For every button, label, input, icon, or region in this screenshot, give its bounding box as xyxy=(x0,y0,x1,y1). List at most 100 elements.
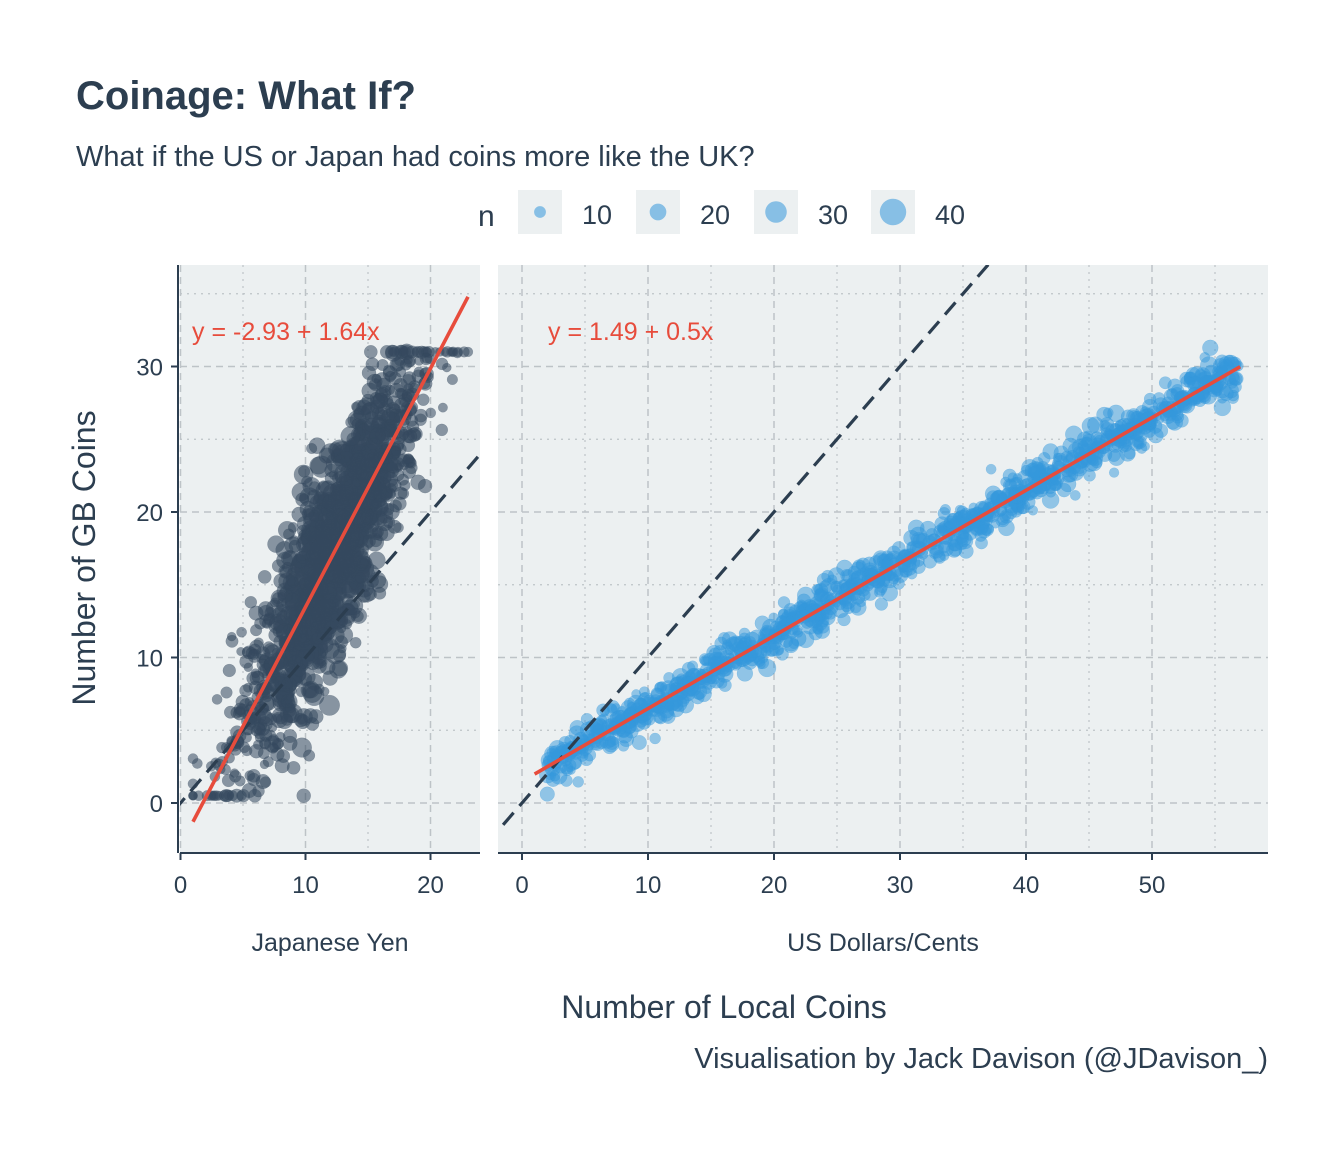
data-point xyxy=(1170,408,1184,421)
data-point xyxy=(1123,447,1136,460)
data-point xyxy=(374,372,391,389)
data-point xyxy=(937,524,947,534)
data-point xyxy=(1041,491,1060,509)
data-point xyxy=(736,665,754,682)
data-point xyxy=(381,409,396,423)
data-point xyxy=(257,570,272,584)
reference-lines xyxy=(180,295,480,823)
data-point xyxy=(188,790,198,801)
data-point xyxy=(876,581,888,594)
regression-equation: y = -2.93 + 1.64x xyxy=(192,318,380,346)
data-point xyxy=(1108,467,1120,478)
data-point xyxy=(1027,505,1039,516)
data-point xyxy=(379,345,394,359)
data-point xyxy=(1081,417,1100,435)
data-point xyxy=(446,373,458,386)
regression-equation: y = 1.49 + 0.5x xyxy=(548,318,714,346)
y-tick-label: 10 xyxy=(136,646,163,673)
x-tick-label: 0 xyxy=(515,872,528,899)
data-point xyxy=(779,634,793,648)
data-point xyxy=(452,346,464,358)
data-point xyxy=(291,662,307,677)
data-point xyxy=(314,519,326,531)
data-point xyxy=(329,660,348,679)
chart-subtitle: What if the US or Japan had coins more l… xyxy=(76,141,755,173)
data-point xyxy=(383,516,396,529)
data-point xyxy=(337,643,347,654)
data-point xyxy=(386,395,401,410)
reference-lines xyxy=(501,265,1242,826)
x-tick-label: 40 xyxy=(1013,872,1040,899)
legend-title: n xyxy=(478,200,495,233)
data-point xyxy=(1126,408,1142,424)
x-tick-label: 10 xyxy=(292,872,319,899)
panel-us-dollars: y = 1.49 + 0.5x 0 10 20 30 40 50 US Dollars/Cen… xyxy=(498,265,1268,957)
facet-label: US Dollars/Cents xyxy=(787,929,979,957)
data-point xyxy=(370,394,386,410)
data-point xyxy=(338,545,353,560)
data-point xyxy=(851,569,867,586)
data-point xyxy=(1062,437,1079,454)
x-tick-label: 20 xyxy=(761,872,788,899)
data-point xyxy=(388,478,402,492)
data-point xyxy=(609,736,620,746)
data-point xyxy=(371,525,384,539)
data-point xyxy=(1102,407,1114,419)
data-point xyxy=(291,506,307,523)
data-point xyxy=(442,362,452,373)
data-point xyxy=(333,444,353,464)
data-point xyxy=(821,569,835,583)
data-point xyxy=(722,639,733,650)
data-point xyxy=(1069,490,1081,501)
data-point xyxy=(280,713,293,726)
data-point xyxy=(281,561,294,573)
data-point xyxy=(328,470,339,480)
size-legend: n 10 20 30 40 xyxy=(478,190,965,234)
data-point xyxy=(829,580,842,593)
data-point xyxy=(1086,454,1099,466)
y-tick-label: 20 xyxy=(136,500,163,527)
data-point xyxy=(874,597,889,611)
data-point xyxy=(317,480,330,493)
data-point xyxy=(403,429,418,444)
data-point xyxy=(965,508,978,520)
data-point xyxy=(812,623,823,635)
data-point xyxy=(1012,502,1025,515)
data-point xyxy=(220,686,233,699)
data-point xyxy=(275,689,295,709)
data-point xyxy=(187,753,199,764)
y-axis-title: Number of GB Coins xyxy=(66,410,102,705)
facet-panels: y = -2.93 + 1.64x 0 10 20 Japanese Yen 0 10 20 3… xyxy=(136,265,1268,957)
data-point xyxy=(360,511,373,525)
data-point xyxy=(247,772,261,787)
data-point xyxy=(985,463,997,475)
data-point xyxy=(954,504,966,516)
data-point xyxy=(734,635,747,649)
data-point xyxy=(939,504,951,516)
data-point xyxy=(425,407,437,419)
data-point xyxy=(661,709,676,724)
data-point xyxy=(343,566,357,580)
data-point xyxy=(649,732,661,745)
data-point xyxy=(281,677,297,693)
y-tick-label: 30 xyxy=(136,355,163,382)
legend-key-20 xyxy=(649,203,667,221)
data-point xyxy=(435,423,449,437)
data-point xyxy=(643,713,656,726)
data-point xyxy=(315,531,332,548)
data-point xyxy=(340,426,361,447)
data-point xyxy=(294,708,313,727)
chart-title: Coinage: What If? xyxy=(76,74,416,118)
data-point xyxy=(1143,392,1157,406)
legend-label-40: 40 xyxy=(935,200,965,230)
data-point xyxy=(389,499,402,513)
data-point xyxy=(1100,421,1115,437)
data-point xyxy=(369,427,386,444)
data-point xyxy=(783,602,798,618)
data-point xyxy=(291,737,312,758)
identity-line xyxy=(501,265,991,826)
data-point xyxy=(892,577,905,590)
data-point xyxy=(663,672,675,684)
x-tick-label: 20 xyxy=(417,872,444,899)
data-point xyxy=(276,749,291,763)
